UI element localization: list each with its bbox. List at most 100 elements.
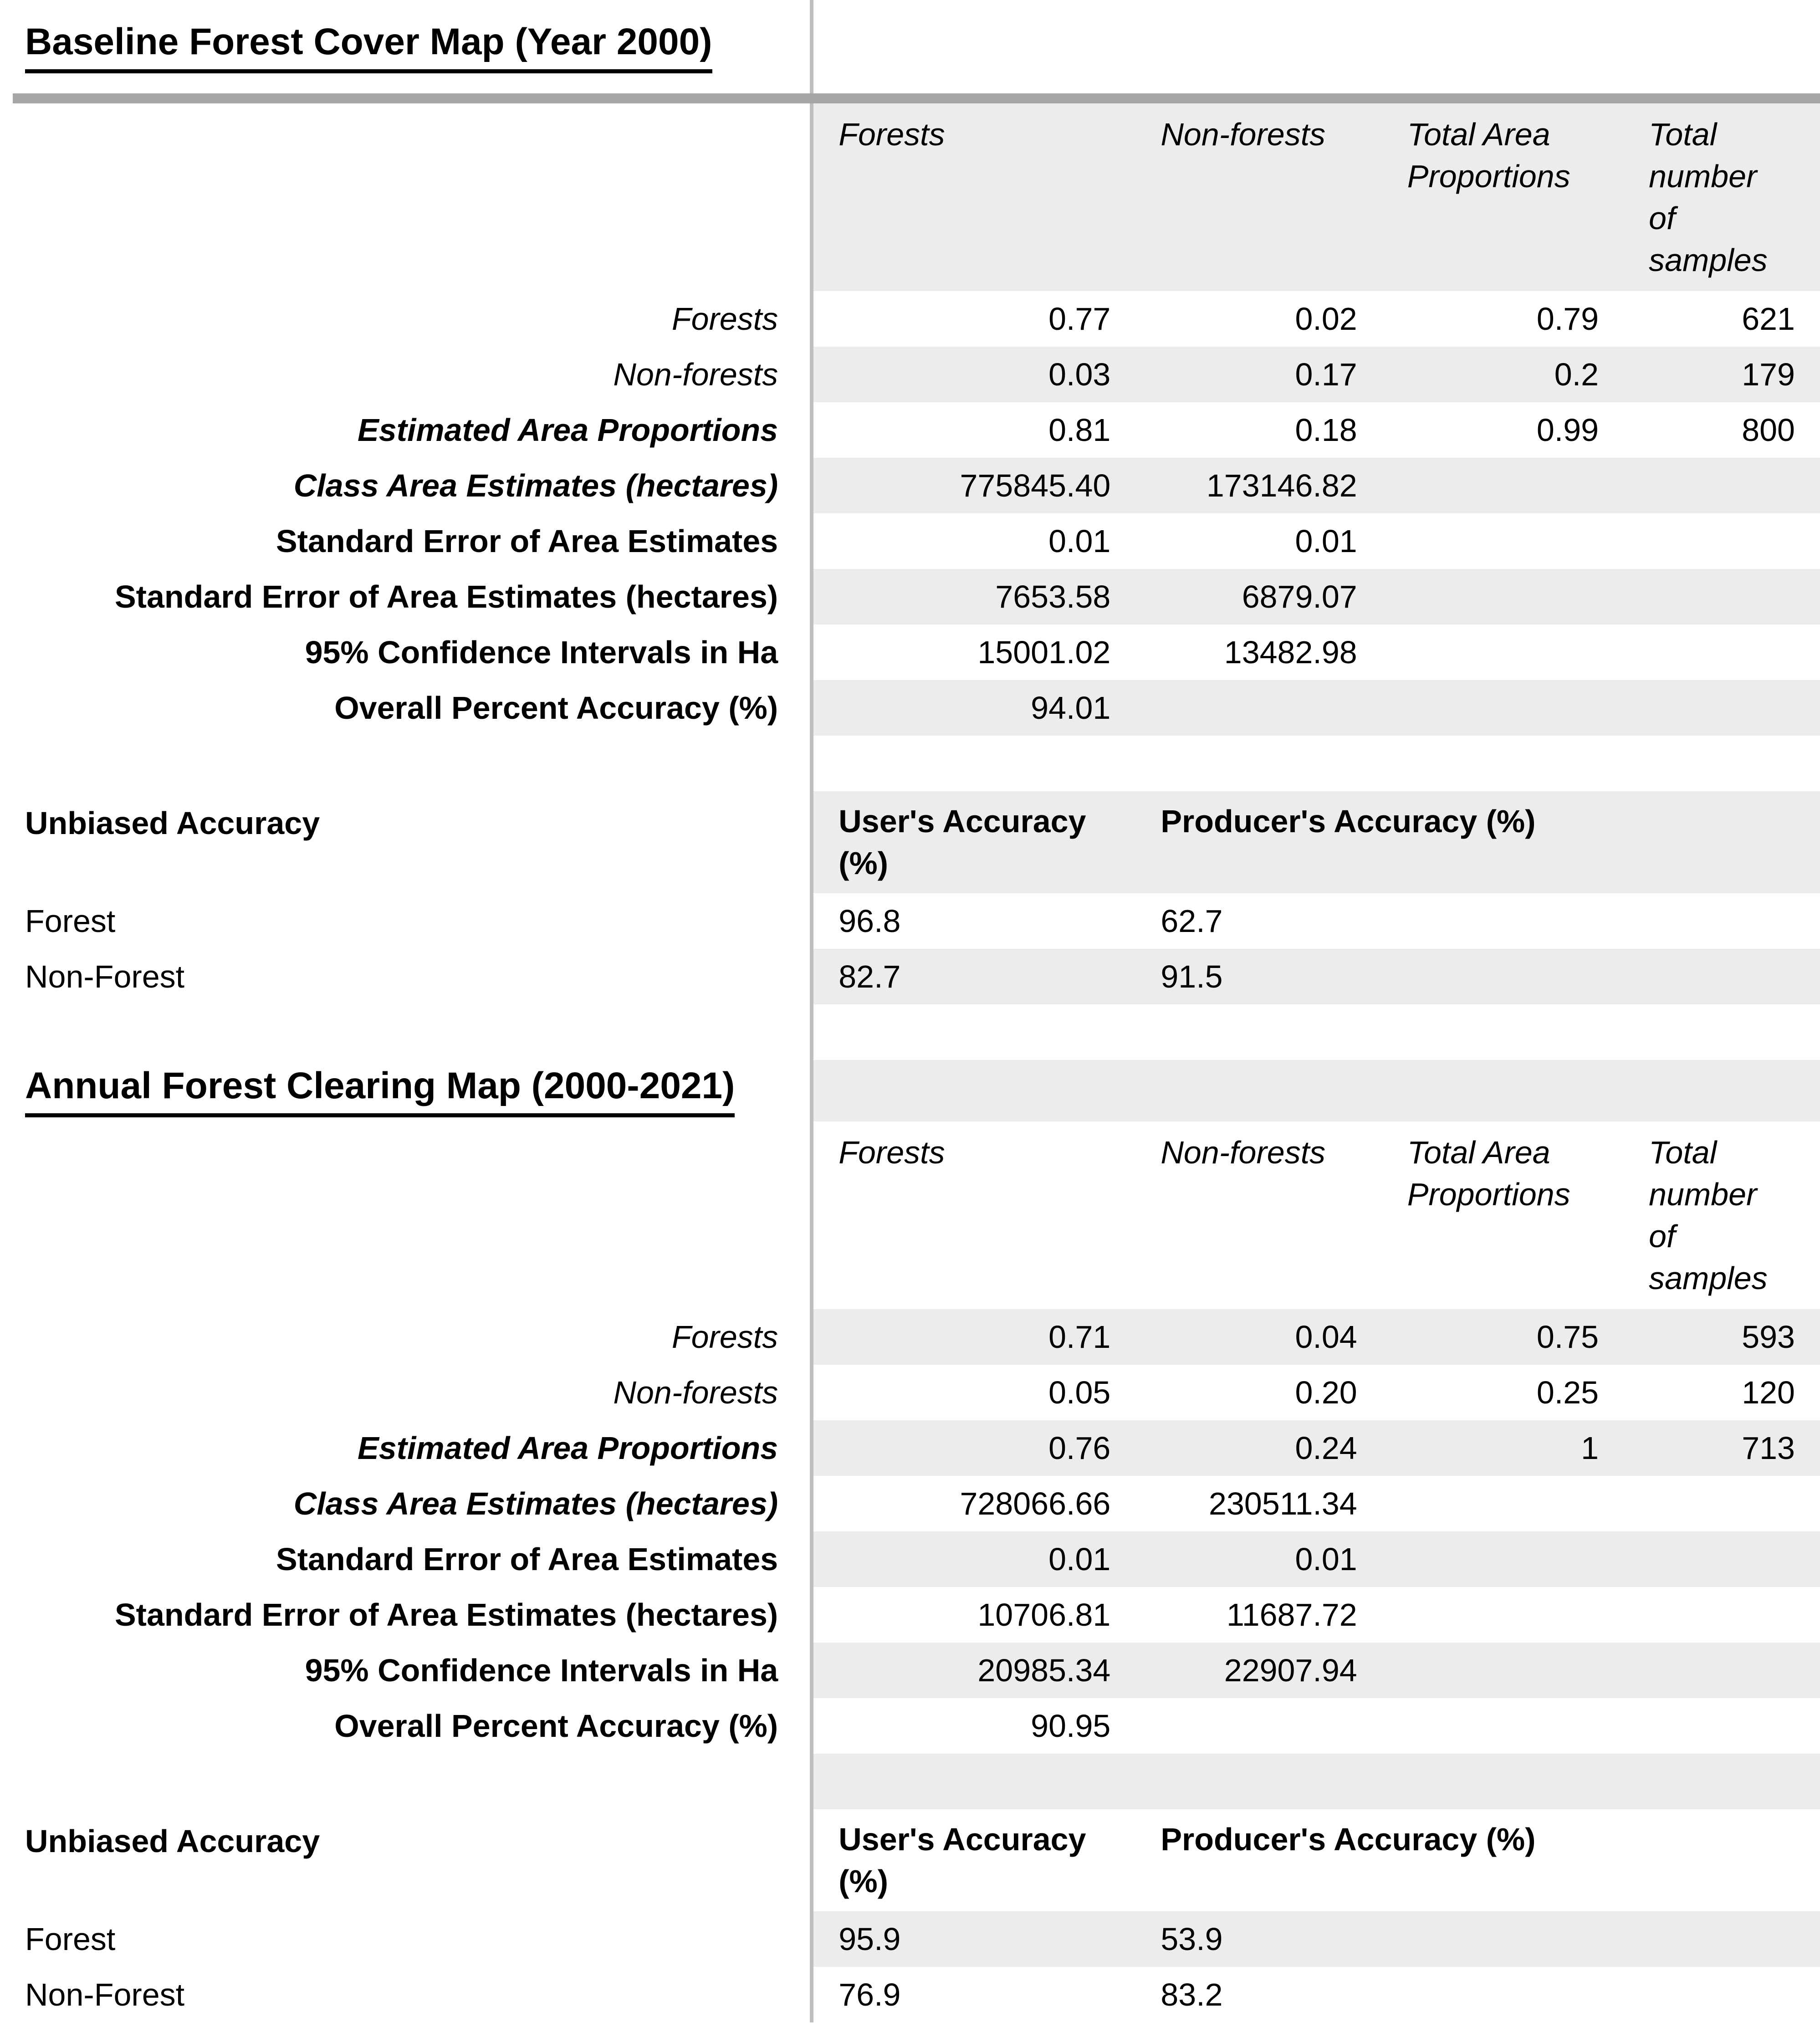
row-label: 95% Confidence Intervals in Ha — [0, 624, 810, 680]
cell-value: 775845.40 — [960, 468, 1111, 503]
cell-value: 83.2 — [1161, 1977, 1223, 2012]
cell-value: 90.95 — [1031, 1708, 1111, 1744]
col-header-total-samples: Total number of samples — [1649, 1135, 1768, 1296]
section2-matrix-header-cells: Forests Non-forests Total Area Proportio… — [810, 1121, 1820, 1309]
cell-value: 15001.02 — [977, 635, 1111, 670]
unbiased-row: Non-Forest 82.7 91.5 — [0, 949, 1820, 1004]
cell-value: 230511.34 — [1209, 1486, 1357, 1521]
cell-value: 13482.98 — [1224, 635, 1357, 670]
section2-title-right-area — [810, 1060, 1820, 1121]
cell-value: 53.9 — [1161, 1921, 1223, 1957]
cell-value: 76.9 — [838, 1977, 901, 2012]
section1-matrix-header-cells: Forests Non-forests Total Area Proportio… — [810, 103, 1820, 291]
cell-value: 713 — [1742, 1430, 1795, 1466]
col-header-forests: Forests — [838, 1135, 945, 1170]
row-label: Non-Forest — [0, 1967, 810, 2022]
row-label: Class Area Estimates (hectares) — [0, 1476, 810, 1531]
cell-value: 11687.72 — [1226, 1597, 1357, 1633]
col-header-total-samples: Total number of samples — [1649, 117, 1768, 278]
table-row: 95% Confidence Intervals in Ha 15001.02 … — [0, 624, 1820, 680]
cell-value: 10706.81 — [977, 1597, 1111, 1633]
cell-value: 0.17 — [1295, 357, 1357, 392]
users-accuracy-header: User's Accuracy (%) — [838, 1822, 1086, 1899]
cell-value: 7653.58 — [995, 579, 1111, 614]
cell-value: 0.01 — [1295, 1541, 1357, 1577]
section2-title-cell: Annual Forest Clearing Map (2000-2021) — [0, 1060, 810, 1121]
col-header-non-forests: Non-forests — [1161, 117, 1326, 152]
row-label: Overall Percent Accuracy (%) — [0, 680, 810, 736]
section1-title-row: Baseline Forest Cover Map (Year 2000) — [0, 0, 1820, 93]
cell-value: 0.03 — [1048, 357, 1111, 392]
table-row: Standard Error of Area Estimates 0.01 0.… — [0, 1531, 1820, 1587]
cell-value: 6879.07 — [1242, 579, 1357, 614]
spacer-row — [0, 1004, 1820, 1060]
cell-value: 0.79 — [1536, 301, 1599, 337]
cell-value: 22907.94 — [1224, 1653, 1357, 1688]
section2-title-row: Annual Forest Clearing Map (2000-2021) — [0, 1060, 1820, 1121]
cell-value: 179 — [1742, 357, 1795, 392]
table-row: 95% Confidence Intervals in Ha 20985.34 … — [0, 1643, 1820, 1698]
cell-value: 20985.34 — [977, 1653, 1111, 1688]
cell-value: 95.9 — [838, 1921, 901, 1957]
cell-value: 0.25 — [1536, 1375, 1599, 1410]
cell-value: 0.04 — [1295, 1319, 1357, 1355]
row-label: Estimated Area Proportions — [0, 1420, 810, 1476]
section1-title: Baseline Forest Cover Map (Year 2000) — [25, 20, 712, 73]
row-label: Forests — [0, 291, 810, 347]
table-row: Forests 0.77 0.02 0.79 621 — [0, 291, 1820, 347]
cell-value: 91.5 — [1161, 959, 1223, 994]
cell-value: 82.7 — [838, 959, 901, 994]
col-header-forests: Forests — [838, 117, 945, 152]
row-label: Standard Error of Area Estimates (hectar… — [0, 1587, 810, 1643]
cell-value: 0.02 — [1295, 301, 1357, 337]
cell-value: 0.2 — [1554, 357, 1599, 392]
table-row: Overall Percent Accuracy (%) 94.01 — [0, 680, 1820, 736]
row-label: 95% Confidence Intervals in Ha — [0, 1643, 810, 1698]
unbiased-accuracy-heading: Unbiased Accuracy — [0, 791, 810, 893]
spacer-row — [0, 1754, 1820, 1809]
section2-unbiased-header-row: Unbiased Accuracy User's Accuracy (%) Pr… — [0, 1809, 1820, 1911]
row-label: Forests — [0, 1309, 810, 1365]
section1-unbiased-header-row: Unbiased Accuracy User's Accuracy (%) Pr… — [0, 791, 1820, 893]
table-row: Standard Error of Area Estimates 0.01 0.… — [0, 513, 1820, 569]
cell-value: 96.8 — [838, 903, 901, 939]
users-accuracy-header: User's Accuracy (%) — [838, 804, 1086, 881]
table-row: Class Area Estimates (hectares) 728066.6… — [0, 1476, 1820, 1531]
col-header-total-area-proportions: Total Area Proportions — [1407, 117, 1570, 194]
row-label: Non-forests — [0, 1365, 810, 1420]
cell-value: 0.01 — [1048, 523, 1111, 559]
cell-value: 0.77 — [1048, 301, 1111, 337]
row-label: Standard Error of Area Estimates — [0, 1531, 810, 1587]
cell-value: 62.7 — [1161, 903, 1223, 939]
cell-value: 728066.66 — [960, 1486, 1111, 1521]
row-label: Class Area Estimates (hectares) — [0, 458, 810, 513]
cell-value: 0.01 — [1048, 1541, 1111, 1577]
row-label: Non-forests — [0, 347, 810, 402]
table-row: Class Area Estimates (hectares) 775845.4… — [0, 458, 1820, 513]
cell-value: 0.20 — [1295, 1375, 1357, 1410]
cell-value: 94.01 — [1031, 690, 1111, 726]
section2-matrix-header-row: Forests Non-forests Total Area Proportio… — [0, 1121, 1820, 1309]
row-label: Forest — [0, 1911, 810, 1967]
cell-value: 0.75 — [1536, 1319, 1599, 1355]
cell-value: 800 — [1742, 412, 1795, 448]
row-label: Standard Error of Area Estimates — [0, 513, 810, 569]
row-label: Standard Error of Area Estimates (hectar… — [0, 569, 810, 624]
table-row: Non-forests 0.03 0.17 0.2 179 — [0, 347, 1820, 402]
table-row: Standard Error of Area Estimates (hectar… — [0, 1587, 1820, 1643]
cell-value: 0.76 — [1048, 1430, 1111, 1466]
row-label: Overall Percent Accuracy (%) — [0, 1698, 810, 1754]
table-row: Estimated Area Proportions 0.81 0.18 0.9… — [0, 402, 1820, 458]
table-row: Standard Error of Area Estimates (hectar… — [0, 569, 1820, 624]
spacer-row — [0, 736, 1820, 791]
cell-value: 0.24 — [1295, 1430, 1357, 1466]
col-header-non-forests: Non-forests — [1161, 1135, 1326, 1170]
table-row: Forests 0.71 0.04 0.75 593 — [0, 1309, 1820, 1365]
table-row: Estimated Area Proportions 0.76 0.24 1 7… — [0, 1420, 1820, 1476]
row-label: Non-Forest — [0, 949, 810, 1004]
cell-value: 0.05 — [1048, 1375, 1111, 1410]
cell-value: 1 — [1581, 1430, 1599, 1466]
cell-value: 0.99 — [1536, 412, 1599, 448]
unbiased-row: Forest 96.8 62.7 — [0, 893, 1820, 949]
row-label: Forest — [0, 893, 810, 949]
